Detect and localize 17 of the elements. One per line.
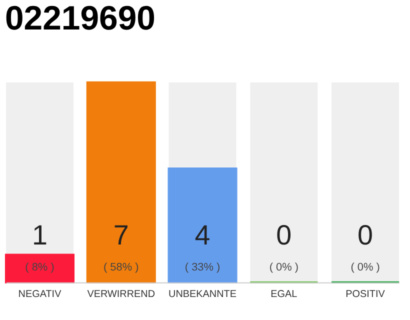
annotation: 0 <box>358 220 374 251</box>
data-label: ( 33% ) <box>184 261 220 274</box>
data-label: ( 0% ) <box>350 261 380 274</box>
annotation: 4 <box>194 220 210 251</box>
annotation: 0 <box>276 220 292 251</box>
annotation: 7 <box>113 220 129 251</box>
data-label: ( 8% ) <box>25 261 54 274</box>
x-tick-label: POSITIV <box>346 288 386 300</box>
x-tick-label: EGAL <box>270 288 298 300</box>
data-label: ( 58% ) <box>103 261 139 274</box>
data-label: ( 0% ) <box>269 261 298 274</box>
chart-title: 02219690 <box>4 0 156 38</box>
x-tick-label: UNBEKANNTE <box>168 288 237 300</box>
annotation: 1 <box>32 220 48 251</box>
bar <box>4 254 75 284</box>
x-tick-label: NEGATIV <box>18 288 62 300</box>
x-tick-label: VERWIRREND <box>87 288 155 300</box>
